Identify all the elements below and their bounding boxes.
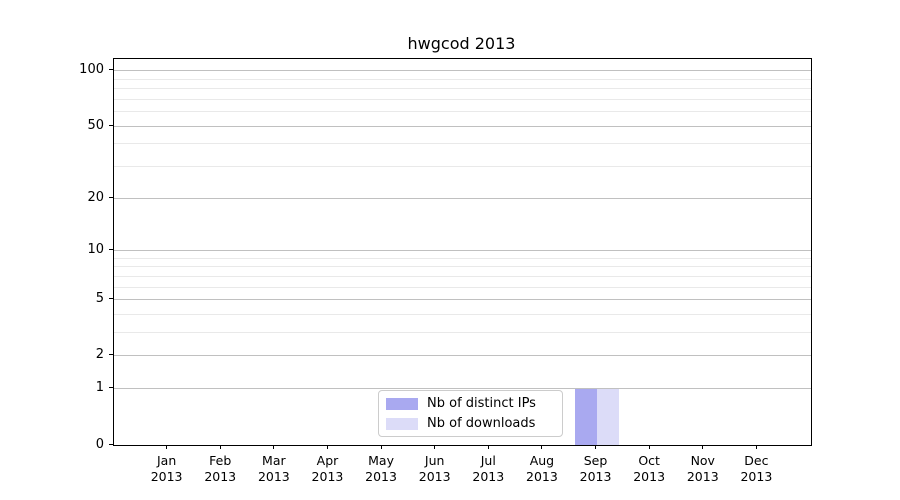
y-gridline-major: [114, 197, 811, 199]
y-gridline-major: [114, 388, 811, 390]
y-gridline-minor: [114, 332, 811, 334]
y-tick-mark: [109, 249, 113, 251]
x-tick-month: Aug: [529, 453, 555, 468]
x-tick-year: 2013: [472, 468, 505, 484]
x-tick-month: Apr: [316, 453, 339, 468]
x-tick-label: Feb 2013: [192, 453, 248, 484]
y-tick-mark: [109, 124, 113, 126]
x-tick-month: Oct: [638, 453, 660, 468]
x-tick-year: 2013: [686, 468, 719, 484]
y-tick-mark: [109, 196, 113, 198]
legend-swatch-downloads: [386, 417, 418, 430]
legend-item: Nb of downloads: [386, 416, 554, 431]
legend-swatch-distinct-ips: [386, 397, 418, 410]
x-tick-mark: [702, 445, 704, 449]
x-tick-label: Mar 2013: [246, 453, 302, 484]
x-tick-label: Apr 2013: [299, 453, 355, 484]
x-tick-month: Dec: [744, 453, 769, 468]
x-tick-label: Jul 2013: [460, 453, 516, 484]
x-tick-label: Jun 2013: [407, 453, 463, 484]
x-tick-year: 2013: [257, 468, 290, 484]
x-tick-label: Dec 2013: [728, 453, 784, 484]
y-gridline-minor: [114, 78, 811, 80]
x-tick-mark: [219, 445, 221, 449]
y-gridline-minor: [114, 143, 811, 145]
y-gridline-major: [114, 299, 811, 301]
y-tick-label: 1: [95, 380, 104, 396]
x-tick-month: Jan: [156, 453, 177, 468]
x-tick-year: 2013: [204, 468, 237, 484]
x-tick-mark: [326, 445, 328, 449]
y-gridline-minor: [114, 98, 811, 100]
y-gridline-minor: [114, 314, 811, 316]
y-tick-mark: [109, 69, 113, 71]
x-tick-label: May 2013: [353, 453, 409, 484]
x-tick-month: Nov: [690, 453, 715, 468]
bar-distinct-ips: [574, 388, 597, 445]
x-tick-label: Aug 2013: [514, 453, 570, 484]
x-tick-year: 2013: [418, 468, 451, 484]
y-gridline-minor: [114, 266, 811, 268]
y-tick-mark: [109, 387, 113, 389]
x-tick-year: 2013: [365, 468, 397, 484]
y-gridline-minor: [114, 166, 811, 168]
y-tick-label: 100: [79, 62, 104, 78]
y-gridline-major: [114, 250, 811, 252]
legend-label-downloads: Nb of downloads: [427, 416, 536, 431]
x-tick-year: 2013: [150, 468, 183, 484]
y-tick-label: 50: [87, 117, 104, 133]
plot-area: Nb of distinct IPs Nb of downloads: [113, 58, 812, 446]
x-tick-month: Feb: [209, 453, 232, 468]
y-gridline-minor: [114, 286, 811, 288]
y-tick-label: 5: [95, 291, 104, 307]
x-tick-year: 2013: [579, 468, 612, 484]
x-tick-mark: [541, 445, 543, 449]
x-tick-mark: [755, 445, 757, 449]
x-tick-year: 2013: [311, 468, 344, 484]
y-tick-mark: [109, 443, 113, 445]
y-gridline-minor: [114, 88, 811, 90]
x-tick-month: May: [368, 453, 394, 468]
y-gridline-minor: [114, 257, 811, 259]
x-tick-mark: [380, 445, 382, 449]
y-gridline-minor: [114, 111, 811, 113]
x-tick-year: 2013: [633, 468, 666, 484]
legend-item: Nb of distinct IPs: [386, 396, 554, 411]
x-tick-mark: [595, 445, 597, 449]
y-gridline-major: [114, 355, 811, 357]
y-tick-label: 10: [87, 242, 104, 258]
x-tick-label: Sep 2013: [568, 453, 624, 484]
bar-downloads: [596, 388, 619, 445]
y-tick-label: 0: [95, 436, 104, 452]
x-tick-mark: [648, 445, 650, 449]
y-gridline-minor: [114, 275, 811, 277]
chart-title: hwgcod 2013: [407, 34, 516, 53]
y-tick-label: 20: [87, 189, 104, 205]
x-tick-mark: [166, 445, 168, 449]
x-tick-mark: [434, 445, 436, 449]
x-tick-label: Nov 2013: [675, 453, 731, 484]
y-tick-mark: [109, 298, 113, 300]
x-tick-month: Mar: [262, 453, 286, 468]
y-tick-mark: [109, 354, 113, 356]
y-gridline-major: [114, 70, 811, 72]
x-tick-month: Jun: [424, 453, 445, 468]
x-tick-mark: [487, 445, 489, 449]
x-tick-year: 2013: [740, 468, 773, 484]
legend: Nb of distinct IPs Nb of downloads: [378, 390, 563, 437]
x-tick-month: Jul: [480, 453, 496, 468]
x-tick-mark: [273, 445, 275, 449]
legend-label-distinct-ips: Nb of distinct IPs: [427, 396, 536, 411]
x-tick-label: Oct 2013: [621, 453, 677, 484]
y-tick-label: 2: [95, 347, 104, 363]
x-tick-month: Sep: [583, 453, 608, 468]
x-tick-year: 2013: [526, 468, 558, 484]
y-gridline-major: [114, 125, 811, 127]
x-tick-label: Jan 2013: [139, 453, 195, 484]
